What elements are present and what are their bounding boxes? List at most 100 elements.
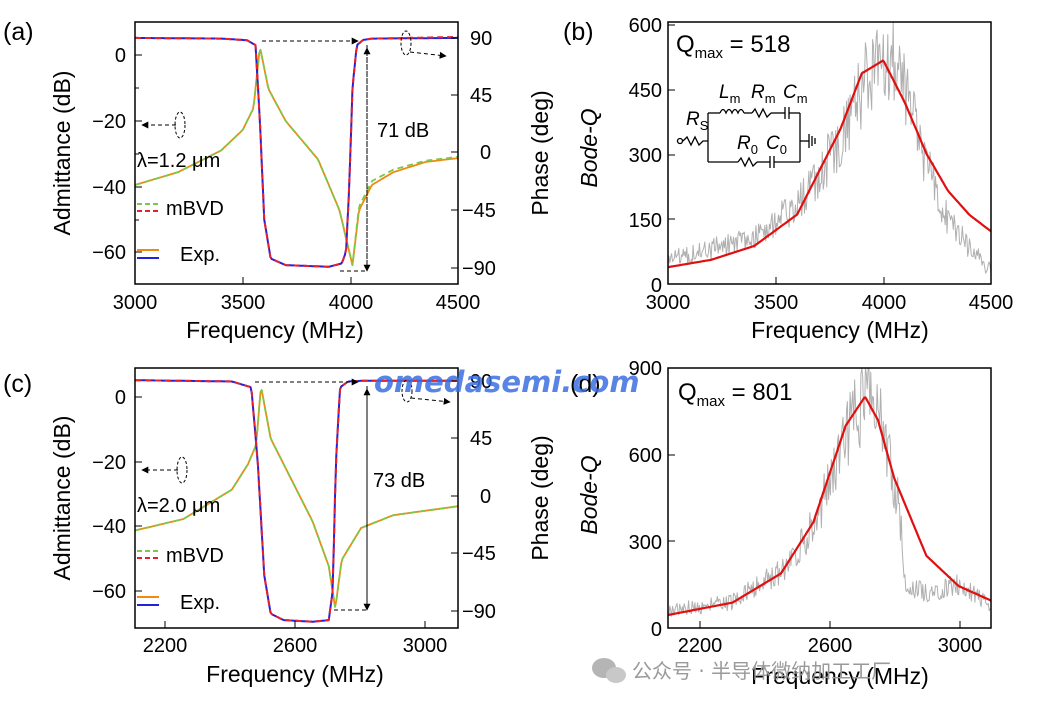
legend-c-mbvd: mBVD <box>166 545 224 567</box>
panel-b-ytick-2: 300 <box>629 145 662 167</box>
panel-b-series <box>667 21 992 274</box>
panel-b-qmax: Qmax = 518 <box>676 31 790 62</box>
panel-a-label: (a) <box>3 18 34 46</box>
panel-a-xtick-3: 4500 <box>436 292 481 314</box>
panel-a-ytick-0: 0 <box>115 45 126 67</box>
circuit-rs-resistor <box>682 135 708 147</box>
circuit-c0-label: C0 <box>766 133 787 157</box>
panel-d-ytick-1: 300 <box>629 532 662 554</box>
panel-a-mbvd-admittance-line <box>135 35 459 268</box>
legend-a-mbvd: mBVD <box>166 198 224 220</box>
panel-a-frame <box>134 21 459 285</box>
panel-c-annotations <box>141 378 451 611</box>
panel-d-ylabel: Bode-Q <box>576 455 602 534</box>
panel-c-xlabel: Frequency (MHz) <box>206 661 384 687</box>
panel-a-wavelength: λ=1.2 μm <box>137 150 220 172</box>
panel-a-ytick-3: −60 <box>92 242 126 264</box>
panel-c-mbvd-admittance-line <box>135 379 458 623</box>
panel-b-ytick-1: 150 <box>629 210 662 232</box>
panel-d-ticks <box>668 367 961 629</box>
circuit-r0-label: R0 <box>737 133 758 157</box>
panel-b-frame <box>667 21 992 285</box>
panel-b-ylabel: Bode-Q <box>576 108 602 187</box>
panel-c-ticks <box>135 380 458 628</box>
panel-a-annotations <box>141 30 447 272</box>
panel-b-ticks <box>667 24 992 285</box>
panel-b-measured-bode-q-noisy-line <box>667 21 992 274</box>
panel-a-exp-phase-line <box>134 48 459 266</box>
panel-a-yrtick-1: 45 <box>470 85 492 107</box>
circuit-rm-resistor <box>751 107 772 119</box>
panel-b-ytick-4: 600 <box>629 15 662 37</box>
panel-c-wavelength: λ=2.0 μm <box>137 495 220 517</box>
panel-a-yrtick-4: −90 <box>462 258 496 280</box>
panel-c-ytick-3: −60 <box>92 581 126 603</box>
panel-d-qmax: Qmax = 801 <box>678 379 792 410</box>
circuit-lm-label: Lm <box>719 82 740 106</box>
panel-d-xtick-1: 2600 <box>808 635 853 657</box>
panel-b-xtick-0: 3000 <box>646 292 691 314</box>
panel-c-ytick-0: 0 <box>115 387 126 409</box>
panel-d-xtick-2: 3000 <box>938 635 983 657</box>
panel-d-xlabel: Frequency (MHz) <box>751 663 929 689</box>
circuit-rm-label: Rm <box>751 82 776 106</box>
panel-c-yrtick-0: 90 <box>470 371 492 393</box>
panel-b-xlabel: Frequency (MHz) <box>751 317 929 343</box>
panel-b-ytick-3: 450 <box>629 80 662 102</box>
panel-a-db-annotation: 71 dB <box>377 120 429 142</box>
panel-b: (b) 3000 3500 4000 4500 Frequency (MHz) … <box>563 15 1013 343</box>
panel-a: (a) 3000 3500 4000 4500 Frequency (MHz) … <box>3 18 553 343</box>
circuit-lm-inductor <box>719 108 745 115</box>
panel-c-db-annotation: 73 dB <box>373 470 425 492</box>
panel-c-label: (c) <box>3 370 32 398</box>
circuit-r0-resistor <box>737 156 758 168</box>
legend-a-exp: Exp. <box>180 244 220 266</box>
panel-a-ytick-1: −20 <box>92 111 126 133</box>
circuit-rs-label: RS <box>686 109 709 133</box>
panel-b-xtick-3: 4500 <box>969 292 1014 314</box>
panel-d-xtick-0: 2200 <box>678 635 723 657</box>
panel-d-measured-bode-q-noisy-line <box>667 367 992 617</box>
panel-c-frame <box>134 367 459 629</box>
panel-d-label: (d) <box>570 370 601 398</box>
panel-b-xtick-2: 4000 <box>862 292 907 314</box>
panel-d-fit-line <box>667 396 992 617</box>
panel-d-ytick-2: 600 <box>629 445 662 467</box>
panel-d-series <box>667 367 992 617</box>
panel-a-yrtick-2: 0 <box>480 142 491 164</box>
wechat-logo-icon <box>592 658 626 683</box>
panel-c-xtick-0: 2200 <box>143 635 188 657</box>
panel-c-xtick-1: 2600 <box>273 635 318 657</box>
panel-b-xtick-1: 3500 <box>754 292 799 314</box>
panel-a-series <box>134 35 459 268</box>
panel-d-ytick-0: 0 <box>651 619 662 641</box>
legend-c-exp: Exp. <box>180 592 220 614</box>
panel-c-yrtick-3: −45 <box>462 543 496 565</box>
panel-c-series <box>134 379 459 623</box>
panel-c-ylabel-left: Admittance (dB) <box>49 416 75 581</box>
circuit-cm-label: Cm <box>783 82 808 106</box>
panel-c-ylabel-right: Phase (deg) <box>527 435 553 560</box>
panel-c-ytick-1: −20 <box>92 452 126 474</box>
panel-a-xtick-2: 4000 <box>329 292 374 314</box>
watermark-wechat: 公众号 · 半导体微纳加工工厂 <box>632 659 891 683</box>
panel-b-label: (b) <box>563 18 594 46</box>
panel-b-fit-line <box>667 59 992 269</box>
panel-a-legend: mBVD Exp. <box>137 198 224 266</box>
panel-a-ticks <box>134 37 459 284</box>
panel-c-yrtick-2: 0 <box>480 486 491 508</box>
panel-c-mbvd-phase-line <box>134 389 459 608</box>
panel-a-yrtick-3: −45 <box>462 200 496 222</box>
panel-a-ytick-2: −40 <box>92 177 126 199</box>
panel-c-ytick-2: −40 <box>92 516 126 538</box>
panel-d-ytick-3: 900 <box>629 358 662 380</box>
panel-a-ylabel-right: Phase (deg) <box>527 90 553 215</box>
panel-a-ylabel-left: Admittance (dB) <box>49 71 75 236</box>
panel-c-legend: mBVD Exp. <box>137 545 224 614</box>
panel-a-xlabel: Frequency (MHz) <box>186 317 364 343</box>
mbvd-circuit-diagram <box>676 107 816 168</box>
panel-c-xtick-2: 3000 <box>403 635 448 657</box>
circuit-terminal <box>676 137 684 145</box>
panel-c: (c) 2200 2600 3000 Frequency (MHz) 0 −20… <box>3 367 553 687</box>
